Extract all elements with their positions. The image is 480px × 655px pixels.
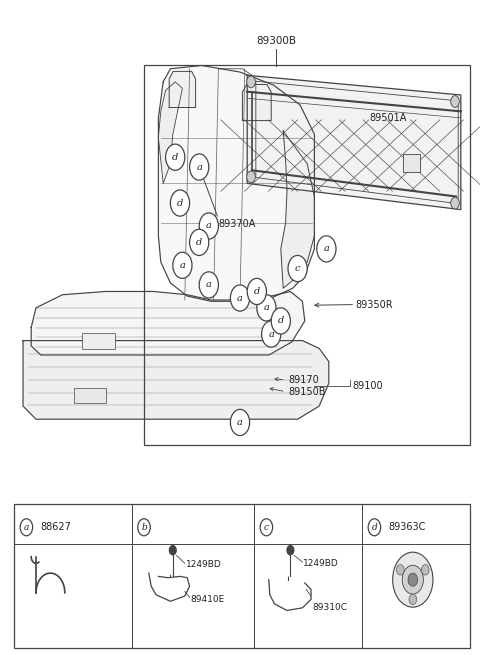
Polygon shape bbox=[242, 84, 271, 121]
Bar bbox=[403, 154, 420, 172]
Circle shape bbox=[402, 565, 423, 594]
Text: 89170: 89170 bbox=[288, 375, 319, 385]
Text: a: a bbox=[180, 261, 185, 270]
Circle shape bbox=[257, 295, 276, 321]
Circle shape bbox=[260, 519, 273, 536]
Circle shape bbox=[247, 171, 255, 183]
Circle shape bbox=[190, 229, 209, 255]
Bar bbox=[82, 333, 115, 349]
Circle shape bbox=[230, 285, 250, 311]
Text: a: a bbox=[24, 523, 29, 532]
Text: 89501A: 89501A bbox=[370, 113, 407, 123]
Circle shape bbox=[138, 519, 150, 536]
Circle shape bbox=[169, 546, 176, 555]
Circle shape bbox=[408, 573, 418, 586]
Text: 89100: 89100 bbox=[353, 381, 384, 391]
Circle shape bbox=[271, 308, 290, 334]
Circle shape bbox=[451, 197, 459, 209]
Text: a: a bbox=[206, 221, 212, 231]
Text: 1249BD: 1249BD bbox=[303, 559, 339, 568]
Text: b: b bbox=[141, 523, 147, 532]
Text: 89410E: 89410E bbox=[191, 595, 225, 604]
Circle shape bbox=[170, 190, 190, 216]
Polygon shape bbox=[281, 131, 314, 288]
Circle shape bbox=[230, 409, 250, 436]
Circle shape bbox=[421, 565, 429, 575]
Polygon shape bbox=[31, 291, 305, 355]
Circle shape bbox=[288, 255, 307, 282]
Bar bbox=[74, 388, 106, 403]
Circle shape bbox=[262, 321, 281, 347]
Polygon shape bbox=[158, 66, 314, 301]
Text: d: d bbox=[177, 198, 183, 208]
Polygon shape bbox=[158, 82, 182, 183]
Text: a: a bbox=[237, 293, 243, 303]
Circle shape bbox=[393, 552, 433, 607]
Circle shape bbox=[451, 96, 459, 107]
Text: d: d bbox=[253, 287, 260, 296]
Circle shape bbox=[247, 278, 266, 305]
Circle shape bbox=[199, 213, 218, 239]
Bar bbox=[14, 504, 470, 648]
Text: 89363C: 89363C bbox=[389, 522, 426, 533]
Circle shape bbox=[166, 144, 185, 170]
Text: 89150B: 89150B bbox=[288, 386, 325, 397]
Text: a: a bbox=[206, 280, 212, 290]
Circle shape bbox=[247, 76, 255, 88]
Circle shape bbox=[199, 272, 218, 298]
Text: d: d bbox=[372, 523, 377, 532]
Bar bbox=[144, 66, 470, 445]
Text: a: a bbox=[324, 244, 329, 253]
Text: a: a bbox=[264, 303, 269, 312]
Circle shape bbox=[396, 565, 404, 575]
Text: 89310C: 89310C bbox=[312, 603, 347, 612]
Polygon shape bbox=[169, 71, 196, 107]
Text: 89350R: 89350R bbox=[355, 299, 393, 310]
Text: 89370A: 89370A bbox=[218, 219, 256, 229]
Text: d: d bbox=[196, 238, 203, 247]
Text: a: a bbox=[268, 329, 274, 339]
Text: d: d bbox=[277, 316, 284, 326]
Text: d: d bbox=[172, 153, 179, 162]
Circle shape bbox=[409, 594, 417, 605]
Text: c: c bbox=[264, 523, 269, 532]
Polygon shape bbox=[23, 341, 329, 419]
Circle shape bbox=[20, 519, 33, 536]
Text: 88627: 88627 bbox=[41, 522, 72, 533]
Text: c: c bbox=[295, 264, 300, 273]
Circle shape bbox=[368, 519, 381, 536]
Text: 1249BD: 1249BD bbox=[186, 560, 221, 569]
Polygon shape bbox=[247, 75, 461, 210]
Circle shape bbox=[173, 252, 192, 278]
Text: a: a bbox=[237, 418, 243, 427]
Circle shape bbox=[317, 236, 336, 262]
Circle shape bbox=[190, 154, 209, 180]
Circle shape bbox=[287, 546, 294, 555]
Text: a: a bbox=[196, 162, 202, 172]
Text: 89300B: 89300B bbox=[256, 36, 296, 46]
